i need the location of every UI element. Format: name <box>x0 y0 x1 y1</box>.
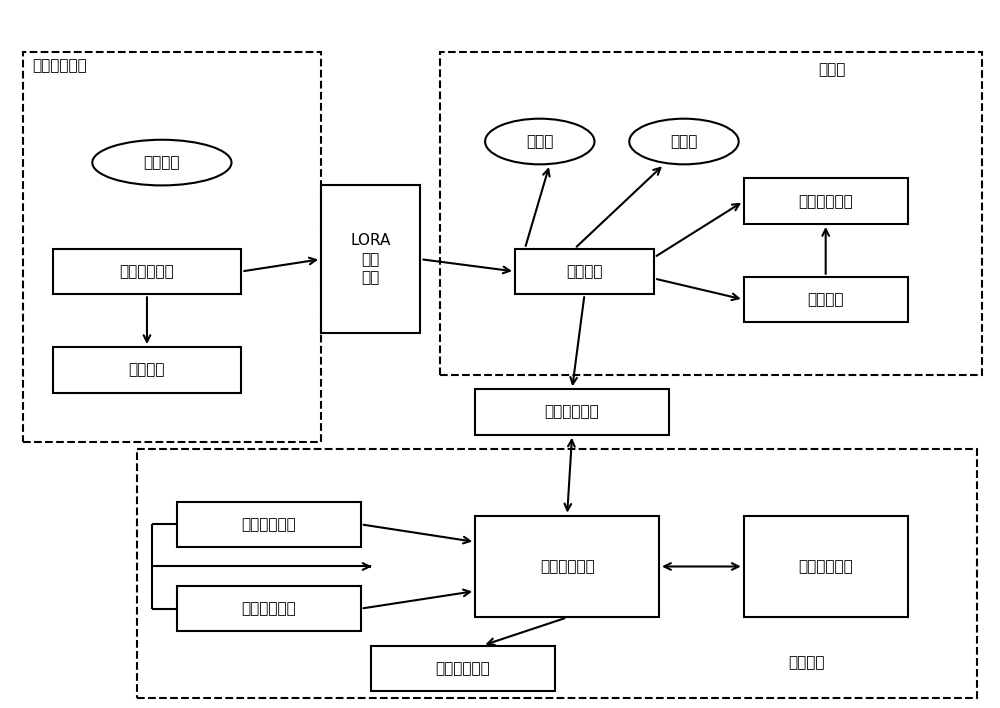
Text: 上位机: 上位机 <box>818 62 846 77</box>
Text: 设备管理模块: 设备管理模块 <box>798 559 853 574</box>
Bar <box>137 449 977 698</box>
Bar <box>475 515 659 617</box>
Bar <box>53 249 241 295</box>
Text: 控制模块: 控制模块 <box>566 264 603 279</box>
Bar <box>744 277 908 322</box>
Text: 气体检测模块: 气体检测模块 <box>120 264 174 279</box>
Text: 网络通讯模块: 网络通讯模块 <box>545 404 599 419</box>
Bar <box>177 501 361 547</box>
Text: 报警器: 报警器 <box>670 134 698 149</box>
Text: LORA
通讯
模块: LORA 通讯 模块 <box>351 233 391 285</box>
Text: 显示模块: 显示模块 <box>129 362 165 377</box>
Bar <box>440 52 982 375</box>
Text: 显示器: 显示器 <box>526 134 553 149</box>
Bar <box>744 178 908 224</box>
Bar <box>23 52 321 442</box>
Text: 云端平台: 云端平台 <box>788 656 825 670</box>
Text: 实时监测模块: 实时监测模块 <box>241 517 296 532</box>
Ellipse shape <box>92 139 232 185</box>
Bar <box>515 249 654 295</box>
Ellipse shape <box>485 119 594 164</box>
Bar <box>744 515 908 617</box>
Text: 设备本体: 设备本体 <box>144 155 180 170</box>
Text: 历史数据模块: 历史数据模块 <box>241 601 296 616</box>
Bar <box>321 185 420 333</box>
Text: 数据处理模块: 数据处理模块 <box>435 661 490 676</box>
Text: 气体检测设备: 气体检测设备 <box>33 59 87 74</box>
Ellipse shape <box>629 119 739 164</box>
Bar <box>177 586 361 632</box>
Bar <box>53 347 241 393</box>
Text: 存储模块: 存储模块 <box>807 292 844 307</box>
Bar <box>371 646 555 691</box>
Text: 系统管理模块: 系统管理模块 <box>540 559 595 574</box>
Text: 数据比对模块: 数据比对模块 <box>798 194 853 209</box>
Bar <box>475 389 669 435</box>
